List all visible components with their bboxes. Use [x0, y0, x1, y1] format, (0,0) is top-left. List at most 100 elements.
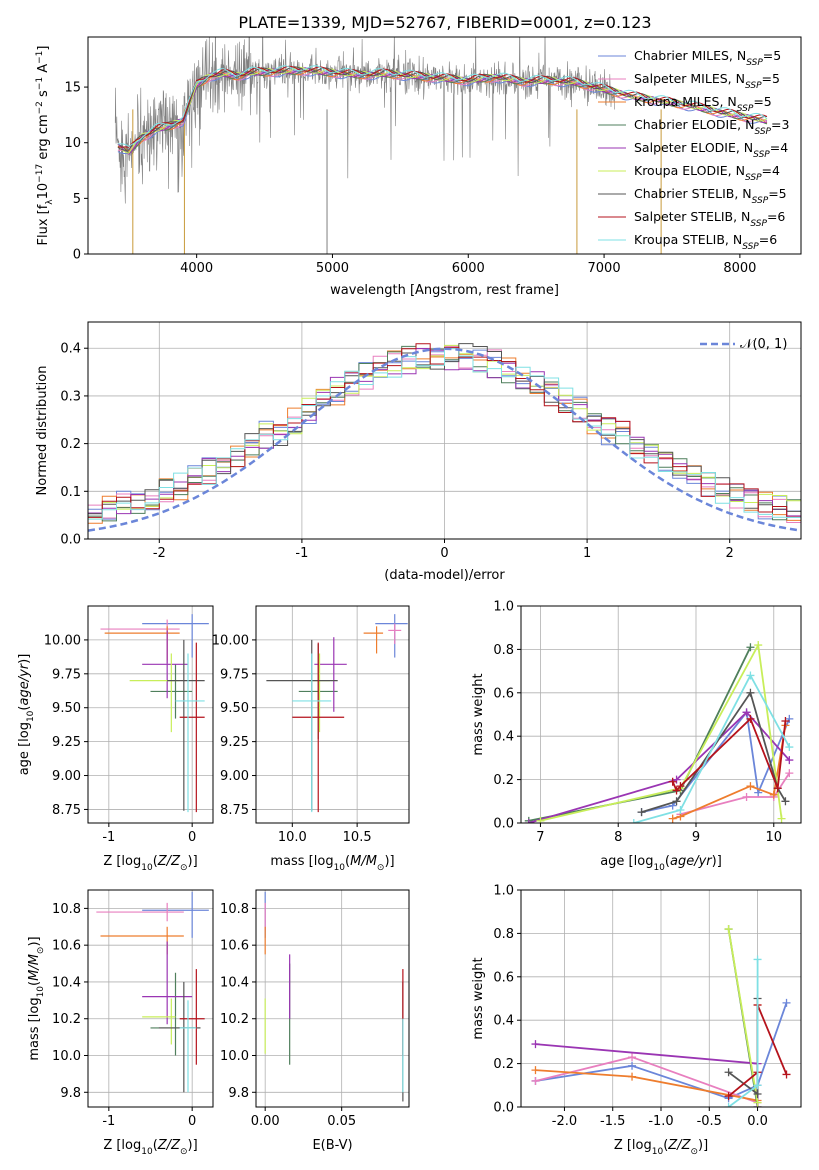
y-tick-label: 0	[73, 248, 81, 263]
data-marker	[676, 805, 685, 814]
x-tick-label: 2	[726, 546, 734, 561]
x-tick-label: 6000	[452, 261, 485, 276]
observed-spectrum-line	[114, 37, 615, 204]
data-marker	[782, 1070, 791, 1079]
data-marker	[724, 1103, 733, 1107]
y-tick-label: 0.0	[493, 817, 514, 832]
data-marker	[628, 1061, 637, 1070]
y-tick-label: 9.25	[52, 735, 81, 750]
histogram-9	[88, 348, 801, 520]
x-tick-label: 10.5	[343, 830, 372, 845]
legend-entry: Salpeter MILES, NSSP=5	[634, 71, 780, 91]
data-marker	[531, 1040, 540, 1049]
legend-entry: Chabrier STELIB, NSSP=5	[634, 186, 787, 206]
data-marker	[724, 925, 733, 934]
data-marker	[536, 816, 545, 823]
y-tick-label: 0.2	[493, 773, 514, 788]
y-tick-label: 0.0	[493, 1101, 514, 1116]
y-tick-label: 10.00	[44, 633, 81, 648]
data-marker	[742, 792, 751, 801]
y-tick-label: 10.8	[220, 902, 249, 917]
x-tick-label: -1	[102, 830, 115, 845]
x-tick-label: 9	[692, 830, 700, 845]
data-marker	[742, 708, 751, 717]
plot-area	[524, 641, 794, 823]
data-marker	[785, 769, 794, 778]
x-axis-label: mass [log10(M/M⊙)]	[270, 854, 394, 873]
y-tick-label: 0.1	[60, 485, 81, 500]
legend-entry: Kroupa MILES, NSSP=5	[634, 94, 772, 114]
y-axis-label: Normed distribution	[35, 366, 50, 496]
plot-area	[88, 343, 801, 532]
y-tick-label: 10.2	[52, 1012, 81, 1027]
legend-entry: 𝒩(0, 1)	[740, 337, 787, 352]
x-axis-label: wavelength [Angstrom, rest frame]	[330, 283, 559, 298]
x-axis-label: Z [log10(Z/Z⊙)]	[614, 1138, 708, 1157]
y-tick-label: 0.2	[60, 437, 81, 452]
model-spectrum-8	[117, 65, 768, 148]
normal-curve	[88, 347, 801, 532]
axes-frame	[255, 605, 410, 824]
y-tick-label: 1.0	[493, 600, 514, 615]
weight-line-2	[680, 772, 791, 816]
data-marker	[724, 1068, 733, 1077]
x-tick-label: 0	[188, 1114, 196, 1129]
weight-line-5	[528, 711, 790, 823]
y-axis-label: mass weight	[471, 957, 486, 1039]
y-tick-label: 0.6	[493, 970, 514, 985]
y-tick-label: 0.4	[493, 730, 514, 745]
y-tick-label: 0.6	[493, 686, 514, 701]
data-marker	[753, 955, 762, 964]
legend-entry: Salpeter STELIB, NSSP=6	[634, 209, 785, 229]
data-marker	[524, 819, 533, 823]
data-marker	[531, 1076, 540, 1085]
x-tick-label: 5000	[316, 261, 349, 276]
weight-line-6	[540, 642, 783, 822]
y-tick-label: 10.4	[220, 975, 249, 990]
y-tick-label: 9.50	[52, 701, 81, 716]
data-marker	[746, 688, 755, 697]
plot-area	[266, 614, 408, 813]
x-tick-label: 8000	[723, 261, 756, 276]
legend-entry: Kroupa STELIB, NSSP=6	[634, 232, 777, 252]
y-tick-label: 0.2	[493, 1057, 514, 1072]
axes-frame	[87, 889, 214, 1108]
weight-line-4	[528, 646, 752, 822]
x-axis-label: E(B-V)	[312, 1138, 352, 1153]
x-tick-label: 0.0	[747, 1114, 768, 1129]
x-tick-label: -1	[295, 546, 308, 561]
y-tick-label: 10.0	[52, 1049, 81, 1064]
y-tick-label: 0.4	[60, 342, 81, 357]
data-marker	[672, 797, 681, 806]
data-marker	[629, 819, 638, 823]
plot-area	[114, 37, 768, 254]
axes-frame	[87, 36, 802, 255]
plot-area	[264, 891, 404, 1102]
y-tick-label: 9.8	[228, 1086, 249, 1101]
plot-area	[100, 614, 209, 813]
x-tick-label: 0	[440, 546, 448, 561]
y-tick-label: 10.4	[52, 975, 81, 990]
axes-frame	[520, 605, 802, 824]
data-marker	[785, 743, 794, 752]
data-marker	[781, 797, 790, 806]
data-marker	[773, 784, 782, 793]
x-tick-label: 4000	[180, 261, 213, 276]
y-tick-label: 0.8	[493, 643, 514, 658]
weight-line-6	[727, 928, 759, 1103]
y-tick-label: 10.6	[52, 939, 81, 954]
y-tick-label: 0.4	[493, 1014, 514, 1029]
x-tick-label: 0	[188, 830, 196, 845]
y-axis-label: mass [log10(M/M⊙)]	[27, 936, 46, 1060]
y-tick-label: 0.0	[60, 533, 81, 548]
data-marker	[782, 998, 791, 1007]
x-tick-label: 0.05	[327, 1114, 356, 1129]
y-tick-label: 9.8	[60, 1086, 81, 1101]
chart-panel-4: 7 8 9 10 0.0 0.2 0.4 0.6 0.8 1.0 age [log10(age/yr…	[471, 600, 802, 873]
axes-frame	[255, 889, 410, 1108]
y-tick-label: 0.8	[493, 927, 514, 942]
y-tick-label: 8.75	[220, 803, 249, 818]
y-tick-label: 10.00	[212, 633, 249, 648]
data-marker	[769, 790, 778, 799]
axes-frame	[87, 605, 214, 824]
